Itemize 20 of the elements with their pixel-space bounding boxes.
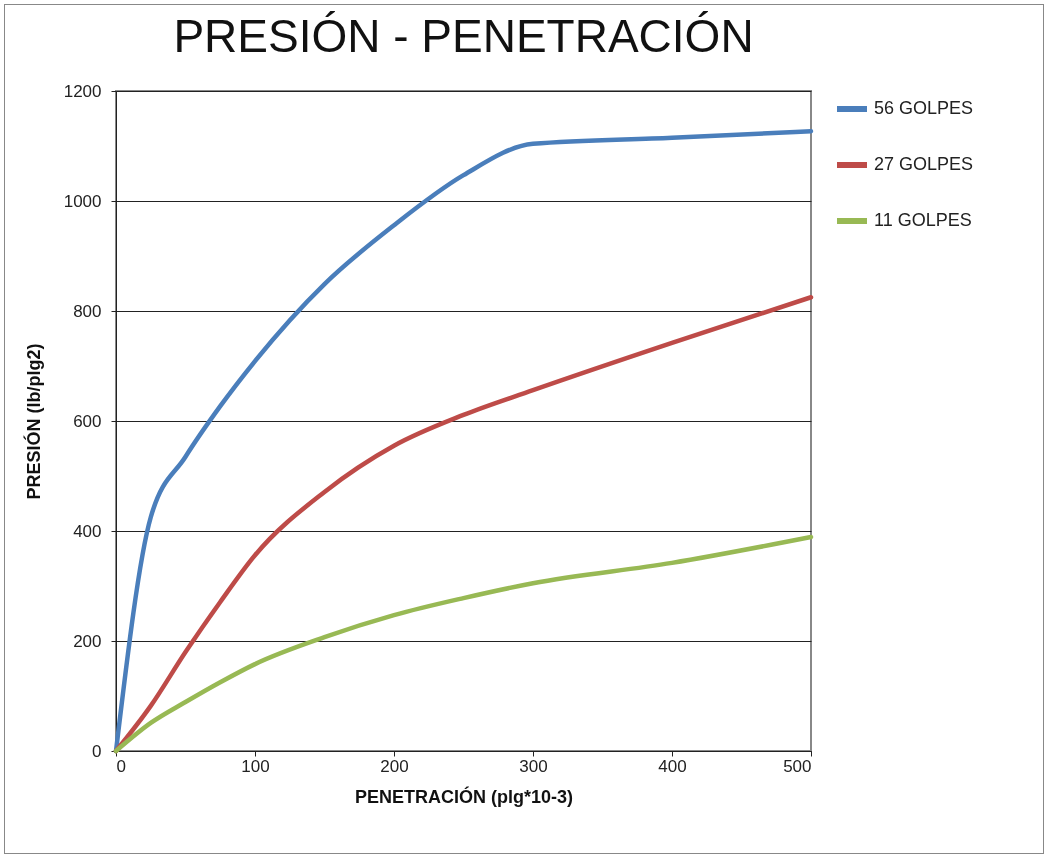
y-axis-title: PRESIÓN (lb/plg2) bbox=[22, 343, 44, 500]
y-tick-label: 600 bbox=[73, 411, 102, 431]
legend-label: 11 GOLPES bbox=[874, 210, 972, 230]
x-tick-label: 500 bbox=[783, 756, 812, 776]
x-tick-label: 400 bbox=[658, 756, 687, 776]
y-tick-label: 1000 bbox=[63, 191, 102, 211]
chart-title: PRESIÓN - PENETRACIÓN bbox=[173, 10, 754, 62]
y-tick-label: 400 bbox=[73, 521, 102, 541]
line-series bbox=[113, 534, 814, 754]
y-tick-label: 1200 bbox=[63, 81, 102, 101]
y-tick-label: 800 bbox=[73, 301, 102, 321]
x-tick-label: 100 bbox=[241, 756, 270, 776]
x-axis-title: PENETRACIÓN (plg*10-3) bbox=[354, 785, 574, 807]
y-tick-label: 0 bbox=[92, 741, 102, 761]
x-tick-label: 300 bbox=[519, 756, 548, 776]
x-tick-label: 200 bbox=[380, 756, 409, 776]
x-tick-label: 0 bbox=[116, 756, 126, 776]
legend-label: 27 GOLPES bbox=[874, 154, 974, 174]
y-tick-label: 200 bbox=[73, 631, 102, 651]
legend-label: 56 GOLPES bbox=[874, 98, 974, 118]
